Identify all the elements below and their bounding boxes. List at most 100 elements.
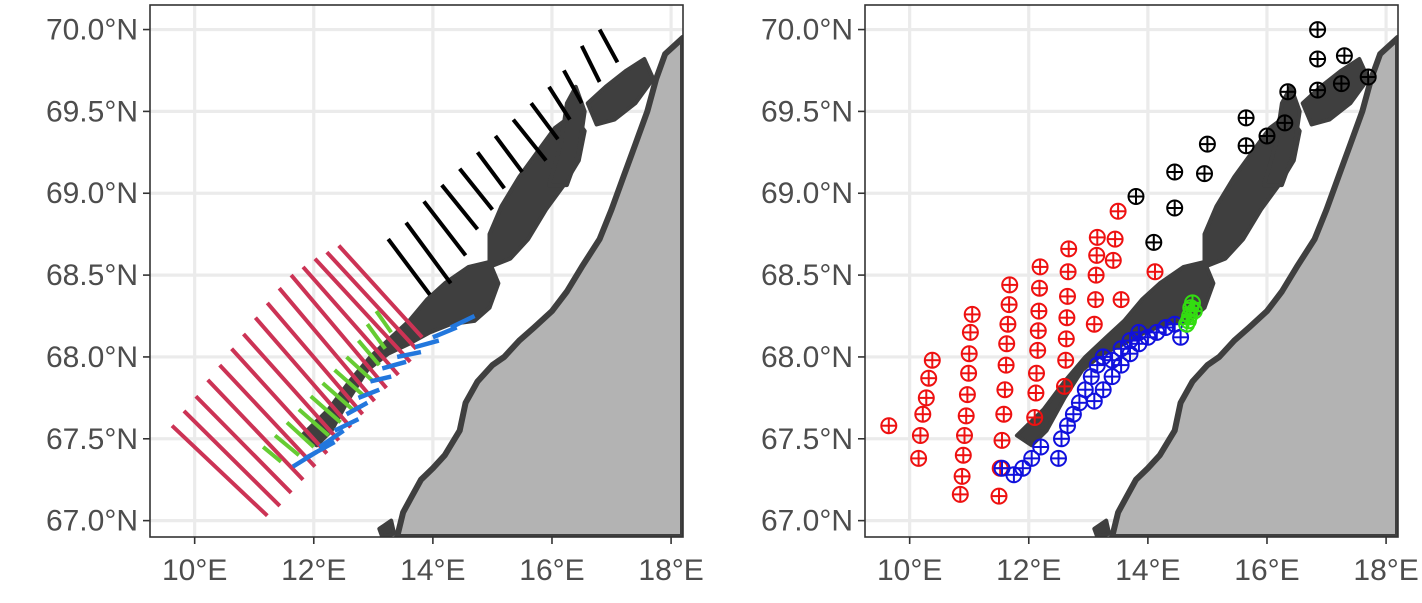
station-marker	[914, 405, 932, 423]
x-tick-label: 10°E	[877, 554, 942, 587]
y-tick-label: 67.0°N	[761, 505, 853, 538]
x-tick-label: 10°E	[162, 554, 227, 587]
y-tick-label: 67.5°N	[46, 423, 138, 456]
transect-line	[182, 409, 282, 508]
station-series-blue	[993, 315, 1190, 484]
transect-line	[449, 313, 476, 330]
station-marker	[1196, 165, 1213, 183]
station-series-green	[1178, 294, 1203, 333]
y-tick-label: 70.0°N	[761, 14, 853, 47]
transect-line	[511, 118, 548, 162]
station-marker	[1106, 230, 1124, 248]
islet	[377, 518, 397, 537]
station-marker	[917, 389, 935, 407]
transect-line	[404, 221, 453, 285]
y-tick-label: 68.5°N	[46, 259, 138, 292]
transect-line	[493, 134, 524, 174]
transect-line	[529, 102, 560, 141]
map-area	[865, 5, 1398, 537]
station-marker	[1031, 279, 1048, 297]
transect-line	[386, 237, 432, 296]
station-marker	[1032, 438, 1050, 456]
station-marker	[1050, 449, 1067, 467]
senja-island	[1262, 84, 1302, 188]
transect-line	[440, 183, 480, 231]
station-marker	[993, 431, 1011, 449]
transect-series-black	[386, 28, 620, 296]
transect-line	[285, 420, 316, 449]
station-marker	[1112, 340, 1130, 358]
station-marker	[1088, 246, 1106, 264]
station-marker	[1087, 291, 1104, 309]
transect-line	[547, 85, 572, 121]
station-marker	[998, 335, 1016, 353]
transect-line	[318, 428, 345, 449]
panel-border	[149, 4, 684, 538]
station-series-red	[880, 202, 1164, 505]
station-marker	[951, 485, 969, 503]
station-marker	[1166, 163, 1184, 181]
station-marker	[1258, 127, 1276, 145]
station-marker	[1031, 258, 1049, 276]
transect-line	[458, 167, 494, 211]
station-marker	[1157, 319, 1175, 336]
transect-line	[422, 200, 468, 257]
x-tick-label: 18°E	[638, 554, 703, 587]
station-marker	[1127, 188, 1145, 205]
station-marker	[1028, 364, 1045, 382]
transect-line	[381, 359, 407, 371]
y-tick-label: 68.5°N	[761, 259, 853, 292]
station-marker	[960, 364, 978, 382]
transect-line	[265, 301, 365, 416]
station-marker	[1104, 251, 1122, 269]
islet	[1092, 518, 1112, 537]
y-tick-label: 69.0°N	[46, 177, 138, 210]
station-marker	[1058, 309, 1076, 327]
station-marker	[1085, 392, 1103, 410]
y-tick-label: 67.0°N	[46, 505, 138, 538]
transect-line	[321, 381, 354, 411]
mainland-land	[394, 34, 683, 537]
station-marker	[911, 427, 929, 444]
station-marker	[999, 315, 1017, 333]
transect-line	[333, 368, 366, 398]
x-tick-label: 18°E	[1353, 554, 1418, 587]
map-panel-left: 10°E 12°E 14°E 16°E 18°E 67.0°N 67.5°N 68.0°N 68…	[46, 4, 704, 587]
station-marker	[1087, 266, 1105, 284]
station-series-black	[1127, 21, 1377, 251]
transect-line	[396, 349, 422, 360]
station-marker	[1014, 459, 1032, 477]
transect-line	[206, 378, 305, 482]
transect-line	[345, 400, 369, 417]
transect-line	[345, 355, 375, 383]
station-marker	[960, 345, 978, 363]
y-tick-label: 68.0°N	[46, 341, 138, 374]
station-marker	[957, 407, 975, 425]
station-marker	[1060, 240, 1078, 258]
station-marker	[1130, 323, 1148, 341]
station-marker	[1237, 137, 1255, 155]
station-marker	[1059, 287, 1076, 305]
x-tick-label: 14°E	[400, 554, 465, 587]
transect-line	[432, 325, 458, 340]
station-marker	[1094, 348, 1112, 366]
station-marker	[956, 427, 973, 444]
transect-line	[273, 433, 301, 457]
transect-line	[230, 347, 329, 455]
station-marker	[1030, 302, 1048, 320]
station-marker	[1145, 233, 1163, 251]
y-tick-label: 67.5°N	[761, 423, 853, 456]
map-panel-right: 10°E 12°E 14°E 16°E 18°E 67.0°N 67.5°N 68.0°N 68…	[761, 4, 1419, 587]
station-marker	[1112, 291, 1130, 309]
station-marker	[1185, 302, 1203, 320]
station-marker	[1279, 83, 1297, 101]
transect-line	[414, 338, 440, 350]
y-tick-label: 70.0°N	[46, 14, 138, 47]
y-tick-label: 69.5°N	[761, 95, 853, 128]
station-marker	[1029, 341, 1047, 359]
x-tick-label: 16°E	[519, 554, 584, 587]
station-marker	[1109, 202, 1127, 220]
station-marker	[1001, 276, 1019, 294]
x-tick-label: 14°E	[1115, 554, 1180, 587]
transect-line	[289, 273, 388, 390]
